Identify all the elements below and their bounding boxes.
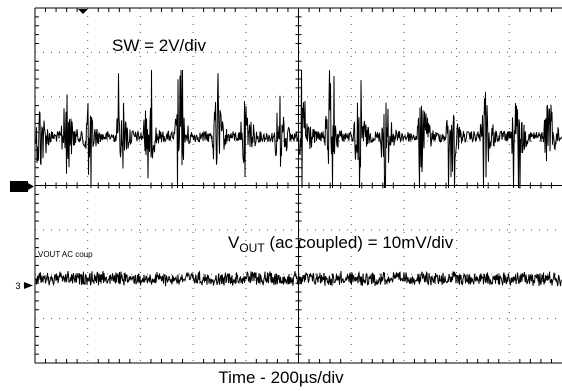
graticule bbox=[35, 8, 562, 363]
sw-scale-annotation: SW = 2V/div bbox=[112, 36, 207, 55]
vout-annotation-sub: OUT bbox=[239, 241, 265, 255]
traces bbox=[35, 69, 562, 287]
sw-trace bbox=[35, 69, 562, 189]
x-axis-label: Time - 200µs/div bbox=[218, 368, 344, 387]
vout-trace bbox=[35, 270, 562, 287]
trigger-marker bbox=[78, 9, 88, 14]
channel-1-marker-label: 1 bbox=[16, 182, 21, 192]
vout-channel-label: VOUT AC coup bbox=[38, 250, 93, 259]
oscilloscope-plot: 1 3 SW = 2V/div VOUT AC coup VOUT (ac co… bbox=[0, 0, 562, 368]
vout-annotation-v: V bbox=[228, 233, 240, 252]
vout-scale-annotation: VOUT (ac coupled) = 10mV/div bbox=[228, 233, 454, 255]
vout-annotation-rest: (ac coupled) = 10mV/div bbox=[265, 233, 454, 252]
channel-3-marker-label: 3 bbox=[15, 281, 20, 291]
channel-1-marker: 1 bbox=[10, 181, 34, 192]
plot-background bbox=[0, 0, 562, 368]
channel-3-marker: 3 bbox=[15, 281, 33, 291]
